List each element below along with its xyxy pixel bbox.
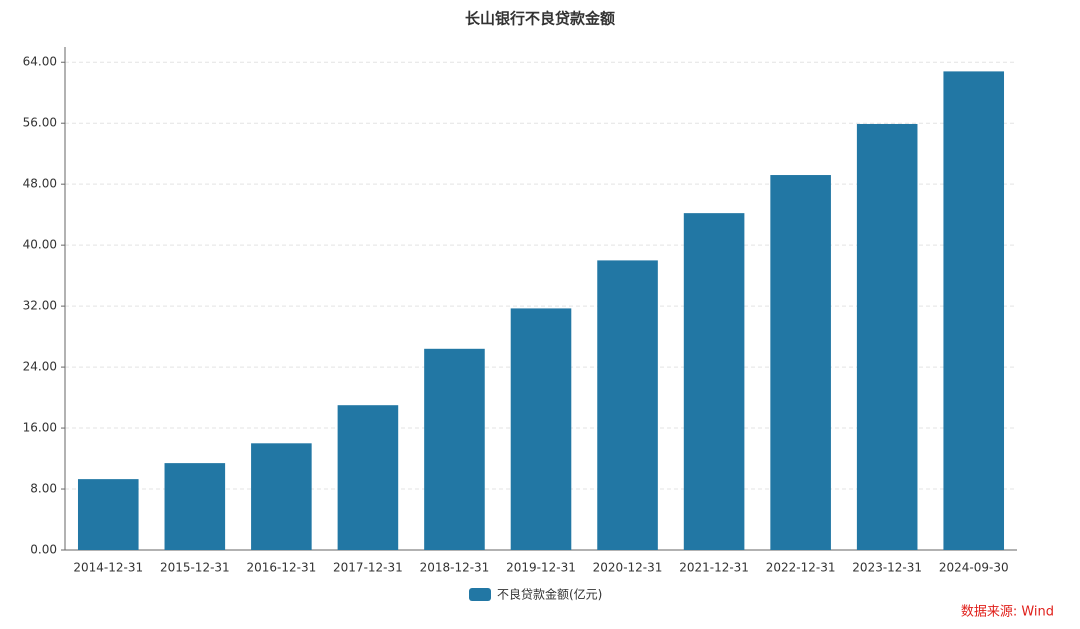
bar <box>164 463 226 550</box>
bar <box>683 213 745 550</box>
legend-label: 不良贷款金额(亿元) <box>497 587 602 602</box>
bar <box>856 123 918 550</box>
y-tick-label: 64.00 <box>23 55 57 69</box>
chart-title: 长山银行不良贷款金额 <box>465 10 615 28</box>
x-tick-label: 2018-12-31 <box>420 561 490 575</box>
x-tick-label: 2017-12-31 <box>333 561 403 575</box>
x-tick-label: 2023-12-31 <box>852 561 922 575</box>
y-tick-label: 40.00 <box>23 238 57 252</box>
x-tick-label: 2016-12-31 <box>246 561 316 575</box>
bar <box>424 348 485 550</box>
x-tick-label: 2021-12-31 <box>679 561 749 575</box>
y-tick-label: 8.00 <box>30 482 57 496</box>
x-tick-label: 2019-12-31 <box>506 561 576 575</box>
source-note: 数据来源: Wind <box>961 605 1054 620</box>
bar <box>943 71 1005 550</box>
y-tick-label: 16.00 <box>23 421 57 435</box>
bar <box>597 260 658 550</box>
bar <box>77 479 139 550</box>
x-tick-label: 2014-12-31 <box>73 561 143 575</box>
y-tick-label: 0.00 <box>30 543 57 557</box>
y-tick-label: 48.00 <box>23 177 57 191</box>
bar <box>337 405 399 550</box>
x-tick-label: 2022-12-31 <box>766 561 836 575</box>
x-tick-label: 2020-12-31 <box>593 561 663 575</box>
legend-swatch <box>469 588 491 601</box>
y-tick-label: 24.00 <box>23 360 57 374</box>
bar <box>251 443 312 550</box>
x-tick-label: 2015-12-31 <box>160 561 230 575</box>
y-tick-label: 32.00 <box>23 299 57 313</box>
bar <box>770 175 831 550</box>
bar <box>510 308 572 550</box>
y-tick-label: 56.00 <box>23 116 57 130</box>
x-tick-label: 2024-09-30 <box>939 561 1009 575</box>
